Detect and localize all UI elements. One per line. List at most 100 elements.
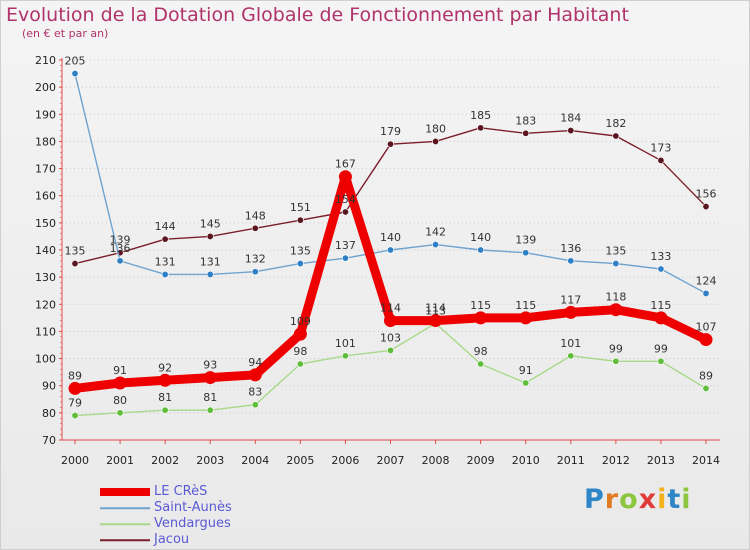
data-label: 131 bbox=[155, 255, 176, 268]
legend-item: Vendargues bbox=[100, 516, 320, 532]
y-tick-label: 180 bbox=[35, 135, 56, 148]
data-point bbox=[386, 346, 394, 354]
data-label: 83 bbox=[248, 386, 262, 399]
data-point bbox=[564, 305, 578, 319]
y-tick-label: 90 bbox=[42, 380, 56, 393]
logo-letter: i bbox=[657, 484, 668, 515]
data-label: 205 bbox=[65, 55, 86, 68]
data-point bbox=[567, 127, 575, 135]
data-label: 89 bbox=[699, 369, 713, 382]
data-point bbox=[702, 384, 710, 392]
x-tick-label: 2010 bbox=[512, 454, 540, 467]
data-point bbox=[116, 257, 124, 265]
data-point bbox=[158, 373, 172, 387]
data-label: 182 bbox=[605, 117, 626, 130]
data-label: 109 bbox=[290, 315, 311, 328]
data-label: 179 bbox=[380, 125, 401, 138]
logo-letter: P bbox=[584, 484, 605, 515]
data-point bbox=[699, 333, 713, 347]
data-label: 173 bbox=[650, 141, 671, 154]
proxiti-logo: Proxiti bbox=[584, 484, 692, 515]
data-point bbox=[477, 360, 485, 368]
chart-legend: LE CRèS Saint-Aunès Vendargues Jacou bbox=[100, 484, 320, 548]
legend-label: Vendargues bbox=[154, 516, 231, 531]
data-label: 93 bbox=[203, 359, 217, 372]
data-label: 89 bbox=[68, 369, 82, 382]
data-point bbox=[519, 311, 533, 325]
data-label: 115 bbox=[515, 299, 536, 312]
data-label: 156 bbox=[696, 188, 717, 201]
y-tick-label: 70 bbox=[42, 434, 56, 447]
data-point bbox=[71, 260, 79, 268]
y-tick-label: 190 bbox=[35, 108, 56, 121]
data-label: 145 bbox=[200, 217, 221, 230]
data-point bbox=[477, 124, 485, 132]
data-point bbox=[386, 140, 394, 148]
y-tick-label: 120 bbox=[35, 298, 56, 311]
data-point bbox=[338, 170, 352, 184]
legend-label: Saint-Aunès bbox=[154, 500, 232, 515]
data-point bbox=[248, 368, 262, 382]
y-tick-label: 200 bbox=[35, 81, 56, 94]
data-point bbox=[522, 129, 530, 137]
data-point bbox=[432, 241, 440, 249]
data-point bbox=[116, 409, 124, 417]
x-tick-label: 2007 bbox=[377, 454, 405, 467]
data-label: 140 bbox=[470, 231, 491, 244]
legend-swatch bbox=[100, 539, 150, 541]
logo-letter: i bbox=[681, 484, 692, 515]
x-tick-label: 2005 bbox=[286, 454, 314, 467]
y-tick-label: 80 bbox=[42, 407, 56, 420]
data-point bbox=[341, 352, 349, 360]
data-label: 115 bbox=[470, 299, 491, 312]
data-point bbox=[654, 311, 668, 325]
data-label: 99 bbox=[609, 342, 623, 355]
data-point bbox=[293, 327, 307, 341]
series-line-le-cr-s bbox=[70, 172, 711, 393]
data-point bbox=[251, 401, 259, 409]
data-point bbox=[71, 70, 79, 78]
data-point bbox=[612, 132, 620, 140]
x-tick-label: 2002 bbox=[151, 454, 179, 467]
data-label: 142 bbox=[425, 226, 446, 239]
data-point bbox=[206, 232, 214, 240]
data-label: 151 bbox=[290, 201, 311, 214]
data-point bbox=[522, 249, 530, 257]
data-point bbox=[657, 265, 665, 273]
data-label: 81 bbox=[158, 391, 172, 404]
data-label: 98 bbox=[293, 345, 307, 358]
logo-letter: t bbox=[667, 484, 682, 515]
data-label: 114 bbox=[425, 302, 446, 315]
data-label: 148 bbox=[245, 209, 266, 222]
legend-label: Jacou bbox=[154, 532, 190, 547]
data-point bbox=[474, 311, 488, 325]
data-label: 139 bbox=[515, 234, 536, 247]
data-label: 101 bbox=[335, 337, 356, 350]
x-tick-label: 2009 bbox=[467, 454, 495, 467]
data-label: 118 bbox=[605, 291, 626, 304]
data-label: 92 bbox=[158, 361, 172, 374]
data-label: 115 bbox=[650, 299, 671, 312]
data-label: 167 bbox=[335, 158, 356, 171]
x-tick-label: 2008 bbox=[422, 454, 450, 467]
x-tick-label: 2006 bbox=[331, 454, 359, 467]
legend-item: LE CRèS bbox=[100, 484, 320, 500]
data-label: 124 bbox=[696, 274, 717, 287]
x-tick-label: 2004 bbox=[241, 454, 269, 467]
data-point bbox=[429, 314, 443, 328]
y-tick-label: 100 bbox=[35, 353, 56, 366]
data-point bbox=[567, 257, 575, 265]
data-point bbox=[432, 137, 440, 145]
data-point bbox=[296, 216, 304, 224]
data-point bbox=[206, 406, 214, 414]
data-point bbox=[68, 381, 82, 395]
x-tick-label: 2012 bbox=[602, 454, 630, 467]
data-label: 107 bbox=[696, 321, 717, 334]
data-label: 117 bbox=[560, 293, 581, 306]
legend-item: Saint-Aunès bbox=[100, 500, 320, 516]
data-label: 114 bbox=[380, 302, 401, 315]
data-label: 183 bbox=[515, 114, 536, 127]
y-tick-label: 150 bbox=[35, 217, 56, 230]
data-label: 101 bbox=[560, 337, 581, 350]
